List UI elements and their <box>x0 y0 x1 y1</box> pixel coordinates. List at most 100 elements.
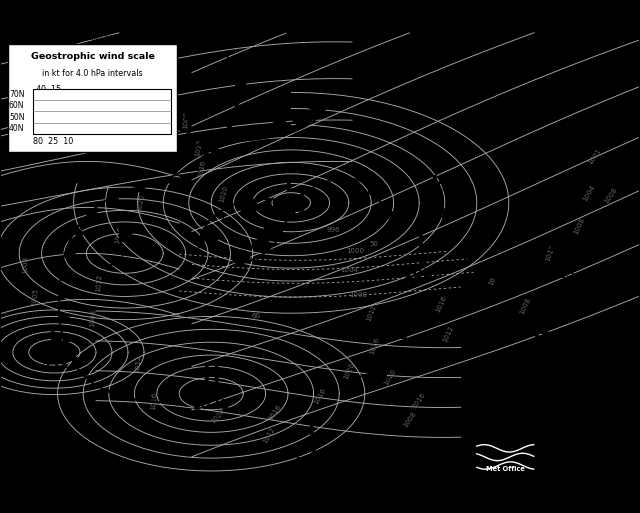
Polygon shape <box>345 179 355 186</box>
Text: 1005: 1005 <box>31 288 39 306</box>
Polygon shape <box>225 125 237 133</box>
Text: L: L <box>285 175 298 195</box>
Text: 1013: 1013 <box>522 357 560 371</box>
Text: 1008: 1008 <box>349 292 367 298</box>
Text: 1023: 1023 <box>106 258 144 272</box>
Text: 1012: 1012 <box>545 244 556 263</box>
Text: 60N: 60N <box>9 102 24 110</box>
Polygon shape <box>188 163 199 171</box>
Text: L: L <box>182 104 195 124</box>
Text: 1018: 1018 <box>170 136 208 150</box>
Circle shape <box>252 239 270 252</box>
Circle shape <box>394 354 410 366</box>
Text: 1008: 1008 <box>182 111 189 129</box>
Polygon shape <box>367 187 378 194</box>
Circle shape <box>271 204 289 216</box>
Text: 1016: 1016 <box>435 294 448 313</box>
Polygon shape <box>134 186 145 194</box>
Text: 1012: 1012 <box>365 304 377 323</box>
Circle shape <box>264 223 282 236</box>
Text: H: H <box>548 235 566 255</box>
Circle shape <box>376 208 392 220</box>
Bar <box>472 438 539 477</box>
Circle shape <box>370 371 387 383</box>
Circle shape <box>292 112 312 126</box>
Text: 16: 16 <box>488 275 497 286</box>
Text: © Crown Copyright: © Crown Copyright <box>544 461 625 470</box>
Text: 1010: 1010 <box>294 456 333 470</box>
Polygon shape <box>88 209 99 216</box>
Text: 1000: 1000 <box>346 248 364 254</box>
Text: Met Office: Met Office <box>486 466 525 472</box>
Polygon shape <box>296 193 306 201</box>
Text: 60: 60 <box>252 312 260 319</box>
Text: 1004: 1004 <box>170 86 176 104</box>
Text: 70N: 70N <box>9 90 24 99</box>
Text: 1005: 1005 <box>381 354 419 368</box>
Circle shape <box>240 201 258 213</box>
Text: 1008: 1008 <box>604 187 619 205</box>
Text: 40  15: 40 15 <box>36 85 61 93</box>
Polygon shape <box>59 292 70 300</box>
Text: 1004: 1004 <box>582 184 596 203</box>
Text: Forecast chart (T+12) Valid 00 UTC Sun 09 Jun 2024: Forecast chart (T+12) Valid 00 UTC Sun 0… <box>3 35 192 42</box>
Bar <box>8 44 177 152</box>
Text: 1012: 1012 <box>403 267 442 281</box>
Text: 1016: 1016 <box>114 226 123 244</box>
Text: 1020: 1020 <box>383 368 397 387</box>
Polygon shape <box>273 200 284 206</box>
Text: 1012: 1012 <box>194 139 203 157</box>
Text: 1008: 1008 <box>573 216 586 235</box>
Text: 1016: 1016 <box>412 391 427 410</box>
Polygon shape <box>61 270 71 278</box>
Polygon shape <box>108 386 117 395</box>
Circle shape <box>232 250 250 263</box>
Polygon shape <box>85 374 96 383</box>
Text: metoffice.gov.uk: metoffice.gov.uk <box>544 444 614 453</box>
Text: 1025: 1025 <box>192 398 230 412</box>
Polygon shape <box>108 194 118 203</box>
Bar <box>33 89 171 134</box>
Polygon shape <box>317 182 326 190</box>
Text: 1008: 1008 <box>89 309 97 327</box>
Text: H: H <box>202 366 220 386</box>
Polygon shape <box>64 248 76 256</box>
Text: 1016: 1016 <box>369 336 380 355</box>
Text: 1016: 1016 <box>313 387 327 405</box>
Polygon shape <box>63 336 74 344</box>
Text: 1020: 1020 <box>219 184 229 203</box>
Circle shape <box>386 221 401 232</box>
Polygon shape <box>70 357 82 365</box>
Text: 80  25  10: 80 25 10 <box>33 137 74 147</box>
Text: L: L <box>48 325 61 345</box>
Polygon shape <box>72 227 84 234</box>
Text: 1020: 1020 <box>342 361 355 380</box>
Text: 1001: 1001 <box>588 148 603 166</box>
Text: 1016: 1016 <box>268 403 283 421</box>
Text: 1008: 1008 <box>22 256 29 274</box>
Text: 1008: 1008 <box>518 297 531 315</box>
Polygon shape <box>59 314 70 322</box>
Text: 1020: 1020 <box>136 193 145 212</box>
Polygon shape <box>163 176 173 185</box>
Text: 50: 50 <box>370 241 379 247</box>
Text: L: L <box>307 424 320 444</box>
Text: 1016: 1016 <box>150 391 157 410</box>
Text: L: L <box>394 323 406 343</box>
Text: L: L <box>416 235 429 255</box>
Text: 1013: 1013 <box>538 267 576 281</box>
Text: 1012: 1012 <box>442 325 454 343</box>
Text: 1012: 1012 <box>134 354 141 373</box>
Text: 50N: 50N <box>9 112 24 122</box>
Circle shape <box>244 126 263 140</box>
Circle shape <box>271 121 290 135</box>
Text: 993: 993 <box>276 207 306 221</box>
Text: H: H <box>532 325 550 345</box>
Circle shape <box>201 229 219 242</box>
Polygon shape <box>214 211 224 218</box>
Text: 1014: 1014 <box>419 207 458 221</box>
Text: 1004: 1004 <box>340 266 358 272</box>
Text: 1016: 1016 <box>197 159 206 177</box>
Polygon shape <box>160 396 170 403</box>
Text: 1024: 1024 <box>209 408 226 425</box>
